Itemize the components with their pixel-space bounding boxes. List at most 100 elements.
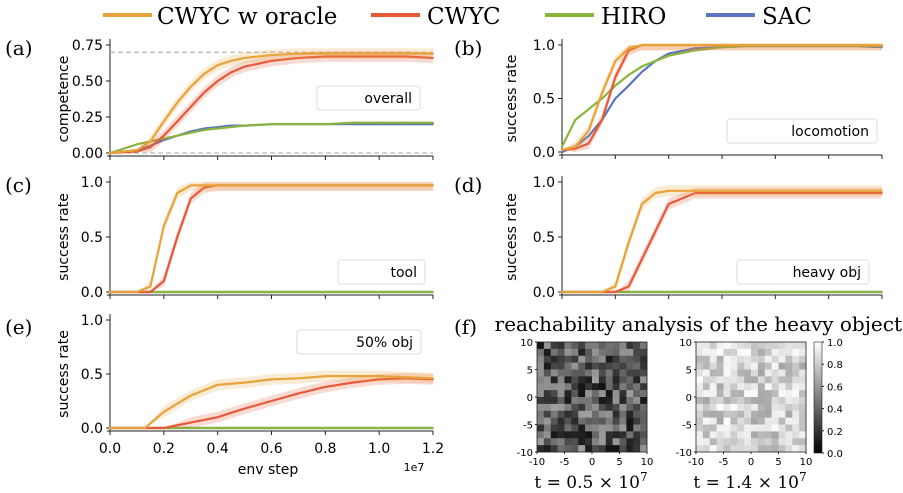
- heatmap-cell: [543, 417, 552, 425]
- heatmap-cell: [737, 403, 745, 412]
- heatmap-y-tick-label: 10: [520, 338, 533, 349]
- data-point-oracle: [614, 285, 617, 288]
- panel-label: (b): [454, 36, 482, 60]
- data-point-oracle: [109, 152, 111, 154]
- heatmap-cell: [543, 369, 552, 377]
- heatmap-cell: [737, 369, 745, 377]
- heatmap-cell: [792, 348, 800, 357]
- heatmap-caption-right: t = 1.4 × 107: [693, 470, 806, 493]
- heatmap-cell: [696, 362, 704, 370]
- data-point-hiro: [176, 134, 179, 137]
- heatmap-cell: [792, 376, 800, 384]
- heatmap-cell: [709, 417, 717, 425]
- heatmap-cell: [778, 362, 786, 370]
- data-point-cwyc: [774, 192, 777, 194]
- heatmap-x-tick-label: 0: [589, 457, 595, 468]
- heatmap-cell: [723, 376, 731, 384]
- heatmap-left: -10-10 -5 -5 0 0 5 5 10 10: [517, 338, 654, 468]
- legend-item-hiro: HIRO: [545, 4, 666, 30]
- data-point-hiro: [801, 291, 803, 293]
- heatmap-cell: [571, 445, 579, 453]
- heatmap-cell: [730, 438, 738, 446]
- heatmap-cell: [571, 369, 579, 377]
- heatmap-cell: [771, 417, 779, 425]
- heatmap-cell: [619, 342, 627, 350]
- heatmap-cell: [709, 342, 717, 350]
- annotation-box: [337, 259, 426, 285]
- data-point-cwyc: [176, 120, 179, 123]
- heatmap-cell: [578, 417, 586, 425]
- heatmap-cell: [571, 355, 579, 363]
- heatmap-cell: [785, 342, 793, 350]
- heatmap-cell: [757, 424, 766, 432]
- heatmap-cell: [737, 417, 745, 425]
- heatmap-cell: [792, 431, 800, 439]
- colorbar-tick-label: 0.2: [827, 427, 843, 438]
- heatmap-y-tick-label: -5: [523, 421, 533, 432]
- heatmap-cell: [737, 397, 745, 405]
- heatmap-cell: [696, 342, 704, 350]
- heatmap-cell: [626, 424, 634, 432]
- heatmap-cell: [730, 424, 738, 432]
- heatmap-cell: [778, 383, 786, 391]
- heatmap-cell: [550, 348, 558, 357]
- heatmap-cell: [578, 383, 586, 391]
- data-point-cwyc: [216, 416, 219, 419]
- heatmap-cell: [723, 390, 731, 398]
- heatmap-cell: [612, 376, 620, 384]
- data-point-sac: [641, 70, 643, 73]
- heatmap-cell: [792, 355, 800, 363]
- data-point-oracle: [667, 44, 670, 46]
- heatmap-cell: [744, 397, 752, 405]
- panel-label: (d): [454, 173, 482, 197]
- heatmap-cell: [696, 376, 704, 384]
- heatmap-cell: [799, 438, 807, 446]
- heatmap-cell: [537, 348, 545, 357]
- heatmap-cell: [785, 390, 793, 398]
- heatmap-cell: [751, 397, 759, 405]
- data-point-oracle: [667, 189, 670, 192]
- heatmap-cell: [612, 390, 620, 398]
- heatmap-cell: [723, 445, 731, 453]
- heatmap-cell: [571, 390, 579, 398]
- heatmap-cell: [557, 438, 565, 446]
- heatmap-cell: [633, 369, 641, 377]
- heatmap-cell: [626, 431, 634, 439]
- annotation-label: tool: [390, 265, 417, 281]
- data-point-oracle: [243, 184, 246, 187]
- data-point-oracle: [827, 189, 830, 192]
- heatmap-cell: [626, 445, 634, 453]
- heatmap-cell: [778, 445, 786, 453]
- annotation-box: [316, 85, 421, 111]
- panel-label: (a): [5, 36, 33, 60]
- heatmap-cell: [723, 383, 731, 391]
- data-point-hiro: [747, 291, 750, 293]
- data-point-hiro: [587, 108, 590, 111]
- heatmap-cell: [578, 369, 586, 377]
- data-point-cwyc: [654, 230, 657, 233]
- heatmap-cell: [592, 342, 600, 350]
- data-point-oracle: [641, 203, 643, 205]
- data-point-hiro: [405, 121, 407, 124]
- heatmap-cell: [585, 431, 593, 439]
- heatmap-cell: [598, 403, 607, 412]
- series-line-oracle: [110, 184, 433, 294]
- heatmap-cell: [778, 397, 786, 405]
- heatmap-cell: [578, 424, 586, 432]
- heatmap-cell: [633, 431, 641, 439]
- heatmap-cell: [626, 403, 634, 412]
- heatmap-cell: [744, 403, 752, 412]
- heatmap-cell: [709, 376, 717, 384]
- heatmap-cell: [598, 342, 607, 350]
- heatmap-cell: [764, 431, 772, 439]
- data-point-cwyc: [627, 285, 630, 288]
- data-point-hiro: [432, 291, 434, 293]
- data-point-oracle: [601, 291, 603, 293]
- heatmap-y-tick-label: 5: [527, 366, 533, 377]
- data-point-hiro: [405, 427, 407, 429]
- heatmap-cell: [619, 369, 627, 377]
- data-point-oracle: [297, 184, 300, 187]
- heatmap-cell: [550, 376, 558, 384]
- heatmap-cell: [633, 376, 641, 384]
- data-point-cwyc: [405, 55, 407, 58]
